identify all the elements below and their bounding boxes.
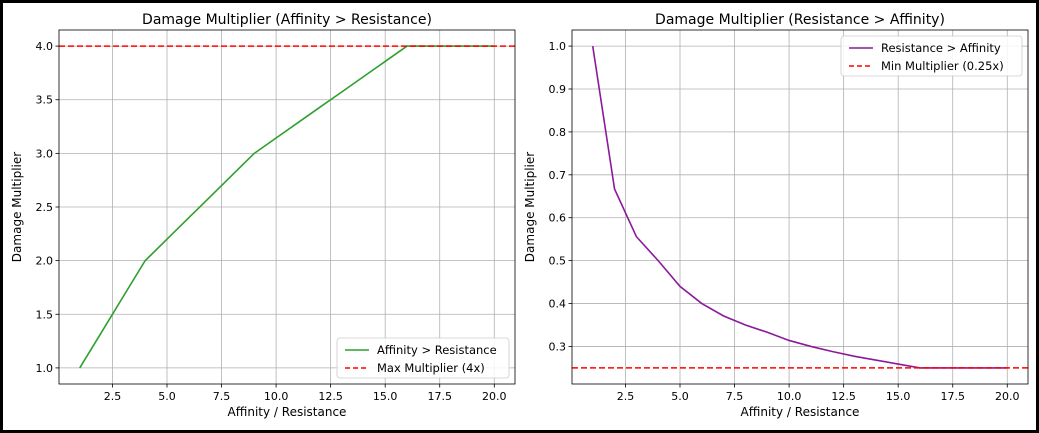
legend-box <box>840 35 1023 77</box>
legend-label: Resistance > Affinity <box>881 41 1001 55</box>
legend-label: Max Multiplier (4x) <box>377 361 485 375</box>
x-tick-label: 15.0 <box>886 390 911 403</box>
x-tick-label: 5.0 <box>671 390 689 403</box>
x-tick-label: 2.5 <box>104 390 122 403</box>
x-tick-label: 17.5 <box>427 390 452 403</box>
figure-svg: 2.5 5.0 7.5 10.0 12.5 15.0 17.5 20.0 1.0 1.5 2.0 2.… <box>10 12 1029 419</box>
x-axis-label: Affinity / Resistance <box>228 405 347 419</box>
legend-label: Affinity > Resistance <box>377 343 497 357</box>
y-tick-label: 3.5 <box>36 94 54 107</box>
chart-title: Damage Multiplier (Resistance > Affinity… <box>655 12 945 28</box>
y-tick-label: 0.4 <box>549 298 567 311</box>
y-axis-label: Damage Multiplier <box>10 152 24 262</box>
y-axis-label: Damage Multiplier <box>523 152 537 262</box>
x-tick-label: 7.5 <box>213 390 231 403</box>
y-tick-label: 0.5 <box>549 255 567 268</box>
y-tick-label: 0.3 <box>549 340 567 353</box>
legend: Resistance > Affinity Min Multiplier (0.2… <box>840 35 1023 77</box>
x-tick-label: 5.0 <box>158 390 176 403</box>
chart-1: 2.5 5.0 7.5 10.0 12.5 15.0 17.5 20.0 1.0 1.5 2.0 2.… <box>10 12 516 419</box>
y-tick-label: 0.7 <box>549 169 567 182</box>
legend-label: Min Multiplier (0.25x) <box>881 59 1004 73</box>
x-tick-label: 12.5 <box>831 390 856 403</box>
y-tick-label: 3.0 <box>36 147 54 160</box>
series-line <box>591 45 1008 369</box>
x-tick-label: 10.0 <box>264 390 289 403</box>
plot-frame <box>571 29 1029 385</box>
figure-canvas: 2.5 5.0 7.5 10.0 12.5 15.0 17.5 20.0 1.0 1.5 2.0 2.… <box>3 3 1036 430</box>
y-tick-label: 1.5 <box>36 308 54 321</box>
y-tick-label: 2.5 <box>36 201 54 214</box>
x-tick-label: 17.5 <box>940 390 965 403</box>
series-line <box>79 45 495 369</box>
y-tick-label: 2.0 <box>36 255 54 268</box>
x-tick-label: 20.0 <box>995 390 1020 403</box>
y-tick-label: 4.0 <box>36 40 54 53</box>
y-tick-label: 1.0 <box>36 362 54 375</box>
chart-title: Damage Multiplier (Affinity > Resistance… <box>142 12 432 28</box>
legend: Affinity > Resistance Max Multiplier (4x) <box>336 337 510 379</box>
legend-box <box>336 337 510 379</box>
x-tick-label: 12.5 <box>318 390 343 403</box>
x-axis-label: Affinity / Resistance <box>741 405 860 419</box>
chart-2: 2.5 5.0 7.5 10.0 12.5 15.0 17.5 20.0 0.3 0.4 0.5 0.… <box>523 12 1029 419</box>
y-tick-label: 0.9 <box>549 83 567 96</box>
x-tick-label: 20.0 <box>482 390 507 403</box>
y-tick-label: 0.8 <box>549 126 567 139</box>
x-tick-label: 15.0 <box>373 390 398 403</box>
x-tick-label: 10.0 <box>777 390 802 403</box>
y-tick-label: 1.0 <box>549 40 567 53</box>
x-tick-label: 2.5 <box>617 390 635 403</box>
y-tick-label: 0.6 <box>549 212 567 225</box>
x-tick-label: 7.5 <box>726 390 744 403</box>
